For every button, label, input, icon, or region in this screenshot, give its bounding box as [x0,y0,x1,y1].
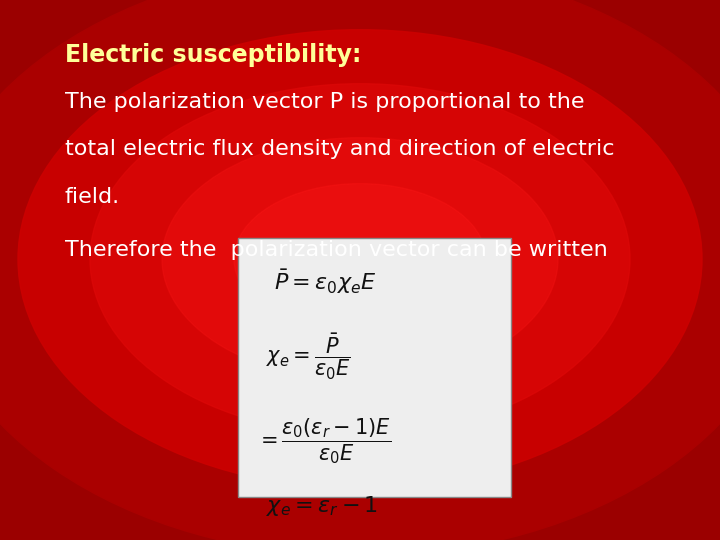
Text: $\chi_e = \dfrac{\bar{P}}{\varepsilon_0 E}$: $\chi_e = \dfrac{\bar{P}}{\varepsilon_0 … [266,332,351,382]
Text: $\chi_e = \varepsilon_r - 1$: $\chi_e = \varepsilon_r - 1$ [266,494,379,518]
Text: $\bar{P} = \varepsilon_0 \chi_e E$: $\bar{P} = \varepsilon_0 \chi_e E$ [274,267,377,296]
Text: $= \dfrac{\varepsilon_0(\varepsilon_r - 1)E}{\varepsilon_0 E}$: $= \dfrac{\varepsilon_0(\varepsilon_r - … [256,416,391,465]
Ellipse shape [18,30,702,489]
Ellipse shape [162,138,558,381]
Text: total electric flux density and direction of electric: total electric flux density and directio… [65,139,614,159]
Text: The polarization vector P is proportional to the: The polarization vector P is proportiona… [65,92,585,112]
Text: field.: field. [65,187,120,207]
Text: Electric susceptibility:: Electric susceptibility: [65,43,361,67]
FancyBboxPatch shape [238,238,511,497]
Ellipse shape [90,84,630,435]
Ellipse shape [234,184,486,335]
Text: Therefore the  polarization vector can be written: Therefore the polarization vector can be… [65,240,608,260]
